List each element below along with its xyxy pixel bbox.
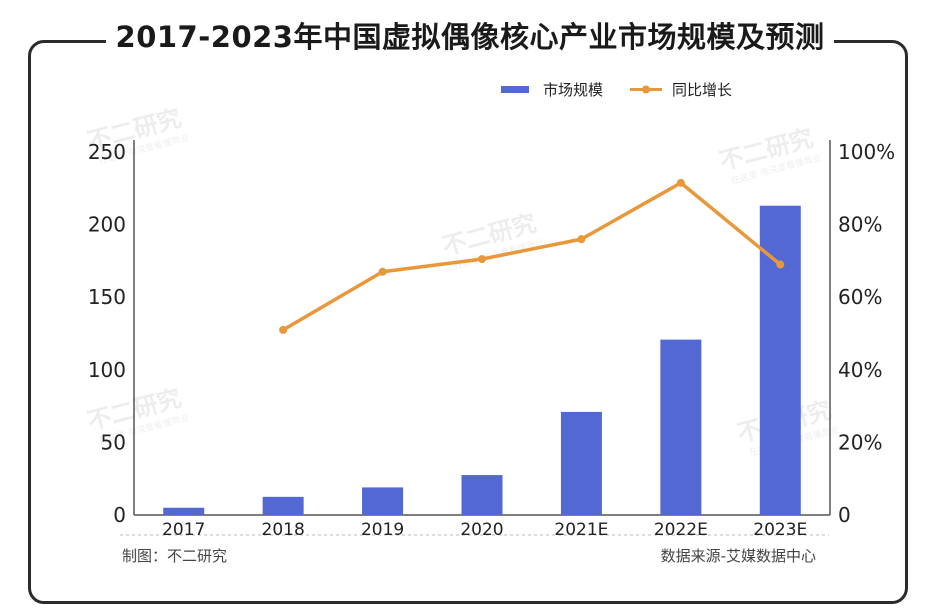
growth-line	[282, 181, 782, 332]
bar	[461, 475, 503, 515]
y-right-tick-label: 0	[838, 503, 851, 527]
footer-source: 数据来源-艾媒数据中心	[660, 547, 816, 565]
x-tick-label: 2022E	[654, 520, 708, 540]
growth-point	[279, 325, 288, 334]
legend-swatch-bar	[501, 86, 529, 93]
footer-credit: 制图：不二研究	[122, 547, 228, 565]
y-right-tick-label: 20%	[838, 430, 882, 454]
y-right-tick-label: 80%	[838, 213, 882, 237]
x-tick-label: 2017	[162, 520, 205, 540]
y-left-tick-label: 200	[88, 213, 126, 237]
y-left-tick-label: 0	[113, 503, 126, 527]
x-tick-label: 2020	[460, 520, 503, 540]
growth-point	[676, 178, 685, 187]
bar	[163, 507, 205, 515]
legend-label-bar: 市场规模	[543, 81, 603, 99]
y-left-tick-label: 150	[88, 285, 126, 309]
growth-point	[577, 235, 586, 244]
legend-swatch-marker	[642, 85, 650, 94]
growth-point	[478, 255, 486, 264]
y-right-tick-label: 40%	[838, 358, 882, 382]
x-tick-label: 2019	[361, 520, 404, 540]
y-right-tick-label: 60%	[838, 285, 882, 309]
bar	[362, 487, 404, 515]
growth-point	[776, 260, 785, 269]
legend-label-line: 同比增长	[672, 81, 732, 99]
y-left-tick-label: 50	[101, 430, 126, 454]
chart-title: 2017-2023年中国虚拟偶像核心产业市场规模及预测	[105, 14, 835, 56]
bar	[560, 411, 602, 515]
y-right-tick-label: 100%	[838, 140, 895, 164]
bar	[759, 205, 801, 515]
x-tick-label: 2023E	[753, 520, 807, 540]
x-tick-label: 2021E	[554, 520, 608, 540]
bar	[660, 339, 702, 515]
x-tick-label: 2018	[262, 520, 305, 540]
y-left-tick-label: 100	[88, 358, 126, 382]
y-left-tick-label: 250	[88, 140, 126, 164]
bar	[262, 496, 304, 515]
growth-point	[378, 267, 387, 276]
